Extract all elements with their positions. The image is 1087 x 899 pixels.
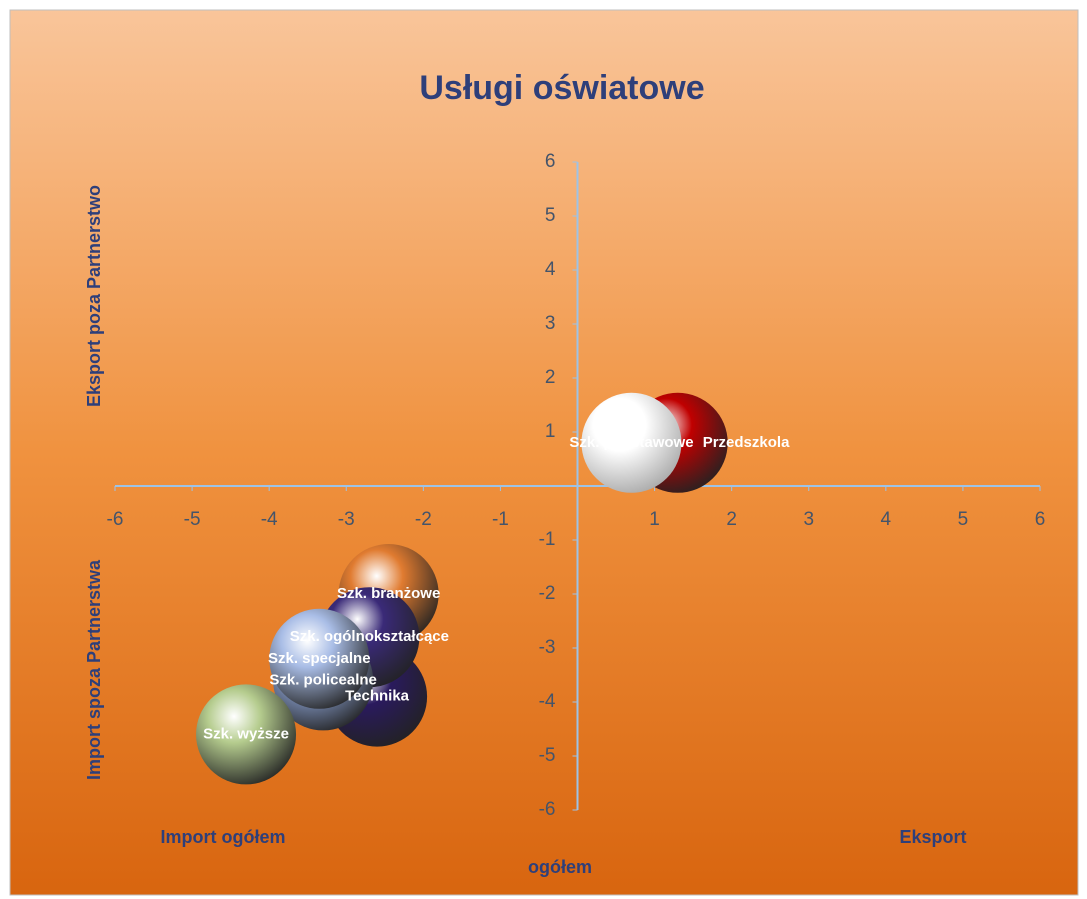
y-tick-label: -2 — [539, 583, 556, 604]
x-tick-label: -4 — [261, 509, 278, 530]
x-tick-label: -3 — [338, 509, 355, 530]
chart-background — [9, 9, 1079, 896]
bubble — [196, 684, 297, 785]
x-tick-label: 4 — [881, 509, 892, 530]
axis-title: Eksport — [899, 827, 966, 847]
y-tick-label: -5 — [539, 745, 556, 766]
y-tick-label: -4 — [539, 691, 556, 712]
data-label: Szk. specjalne — [268, 650, 371, 667]
axis-title: Import spoza Partnerstwa — [84, 559, 104, 780]
chart-title: Usługi oświatowe — [419, 69, 704, 107]
y-tick-label: 3 — [545, 313, 556, 334]
data-label: Szk. policealne — [269, 671, 377, 688]
x-tick-label: 1 — [649, 509, 660, 530]
bubble — [581, 392, 682, 493]
data-label: Szk. podstawowe — [569, 434, 693, 451]
y-tick-label: 4 — [545, 259, 556, 280]
x-tick-label: 5 — [958, 509, 969, 530]
x-tick-label: 2 — [726, 509, 737, 530]
axis-title: Eksport poza Partnerstwo — [84, 185, 104, 407]
x-tick-label: -5 — [184, 509, 201, 530]
y-tick-label: -1 — [539, 529, 556, 550]
y-tick-label: -6 — [539, 799, 556, 820]
axis-title: Import ogółem — [161, 827, 286, 847]
x-tick-label: -6 — [107, 509, 124, 530]
data-label: Przedszkola — [703, 434, 790, 451]
data-label: Technika — [345, 688, 410, 705]
bubble — [269, 608, 370, 709]
x-tick-label: -1 — [492, 509, 509, 530]
y-tick-label: -3 — [539, 637, 556, 658]
data-label: Szk. wyższe — [203, 725, 289, 742]
y-tick-label: 2 — [545, 367, 556, 388]
y-tick-label: 6 — [545, 151, 556, 172]
axis-title: ogółem — [528, 857, 592, 877]
x-tick-label: -2 — [415, 509, 432, 530]
data-label: Szk. branżowe — [337, 585, 440, 602]
x-tick-label: 6 — [1035, 509, 1046, 530]
data-label: Szk. ogólnokształcące — [290, 628, 449, 645]
y-tick-label: 1 — [545, 421, 556, 442]
y-tick-label: 5 — [545, 205, 556, 226]
x-tick-label: 3 — [803, 509, 814, 530]
